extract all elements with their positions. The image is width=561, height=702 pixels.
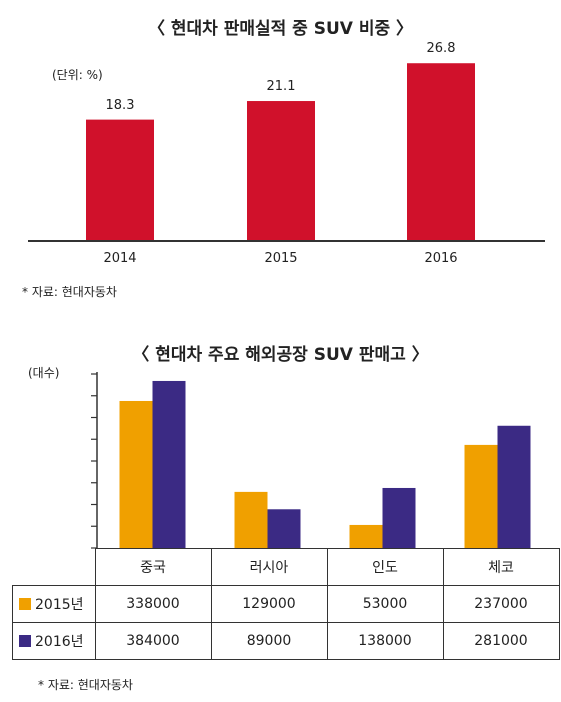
table-cell: 237000 [442,585,560,623]
chart1-source: * 자료: 현대자동차 [22,285,117,299]
chart2-source: * 자료: 현대자동차 [38,678,133,692]
legend-2015: 2015년 [12,585,96,623]
chart2-bar-체코-2016년 [497,425,531,548]
chart1-data-label: 26.8 [426,41,456,57]
chart1-bar-2016 [407,63,475,241]
chart2-bar-체코-2015년 [464,444,498,548]
chart2-unit: (대수) [28,366,60,380]
table-row: 2015년 338000 129000 53000 237000 [12,585,560,623]
chart1-bar-2015 [247,101,315,241]
legend-swatch-2016 [19,635,31,647]
chart1-tick-label: 2015 [264,251,298,266]
chart2-title: 〈 현대차 주요 해외공장 SUV 판매고 〉 [132,345,429,365]
table-row: 2016년 384000 89000 138000 281000 [12,622,560,660]
table-header-cell: 러시아 [210,548,328,586]
legend-swatch-2015 [19,598,31,610]
table-header-cell: 인도 [326,548,444,586]
chart2-bar-러시아-2016년 [267,509,301,548]
legend-label: 2015년 [35,597,84,613]
table-cell: 53000 [326,585,444,623]
chart1-data-label: 18.3 [105,97,135,113]
table-cell: 129000 [210,585,328,623]
legend-2016: 2016년 [12,622,96,660]
chart1-unit: (단위: %) [52,68,103,82]
chart2-bar-인도-2015년 [349,524,383,548]
table-cell: 281000 [442,622,560,660]
chart1-tick-label: 2016 [424,251,458,266]
chart2-data-table: 중국 러시아 인도 체코 2015년 338000 129000 53000 2… [12,548,560,660]
table-cell: 89000 [210,622,328,660]
chart1-tick-label: 2014 [103,251,137,266]
table-header-cell: 중국 [94,548,212,586]
chart1-data-label: 21.1 [266,79,296,95]
chart2-bar-중국-2016년 [152,380,186,548]
table-header-row: 중국 러시아 인도 체코 [12,548,560,586]
table-cell: 138000 [326,622,444,660]
table-header-cell: 체코 [442,548,560,586]
table-cell: 338000 [94,585,212,623]
legend-label: 2016년 [35,634,84,650]
table-cell: 384000 [94,622,212,660]
chart1-title: 〈 현대차 판매실적 중 SUV 비중 〉 [147,19,414,39]
chart2-bar-인도-2016년 [382,487,416,548]
chart2-bar-중국-2015년 [119,400,153,548]
table-corner-cell [12,548,96,586]
chart1-bar-2014 [86,119,154,241]
chart2-bar-러시아-2015년 [234,491,268,548]
